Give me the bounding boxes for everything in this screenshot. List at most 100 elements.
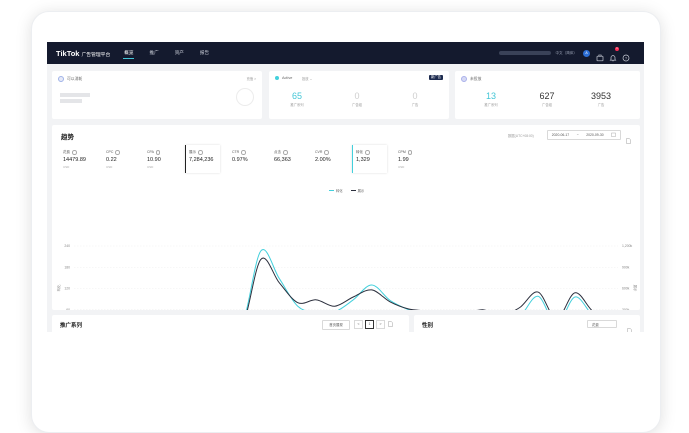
- stat-adgroups[interactable]: 0 广告组: [352, 91, 362, 107]
- calendar-icon: [611, 132, 616, 138]
- svg-text:?: ?: [625, 55, 628, 60]
- gender-panel: 性别 花费: [414, 315, 640, 332]
- bell-icon[interactable]: 1: [609, 47, 619, 62]
- metric-name: 点击: [274, 150, 288, 155]
- stat-adgroups-inactive[interactable]: 627 广告组: [539, 91, 555, 107]
- metric-unit: USD: [63, 165, 70, 169]
- metric-card[interactable]: CPC 0.22 USD: [103, 145, 137, 173]
- nav-item-reports[interactable]: 报告: [199, 50, 210, 55]
- topbar-actions: 中文（简体） A 1 ?: [499, 42, 635, 64]
- nav-item-campaign[interactable]: 推广: [149, 50, 159, 55]
- wallet-icon: [58, 76, 64, 82]
- nav-item-overview[interactable]: 概览: [123, 42, 135, 64]
- metric-select[interactable]: 花费: [587, 320, 617, 328]
- metric-card[interactable]: CVR 2.00%: [312, 145, 346, 173]
- trend-line-chart: 0060300k120600k180900k2401,200k转化展示2020-…: [56, 244, 638, 310]
- metric-card[interactable]: 点击 66,363: [271, 145, 305, 173]
- main-nav: 概览 推广 资产 报告: [123, 42, 225, 64]
- account-card-title: 可以消耗: [58, 76, 82, 82]
- account-balance-card: 可以消耗 充值 >: [52, 71, 262, 119]
- y-right-tick-label: 300k: [622, 308, 630, 310]
- dashboard-screen: TikTok 广告管理平台 概览 推广 资产 报告 中文（简体） A 1 ?: [47, 42, 644, 332]
- account-name-blurred[interactable]: [499, 51, 552, 55]
- stat-ads[interactable]: 0 广告: [411, 91, 419, 107]
- info-icon: [241, 150, 246, 155]
- active-status-dot: [275, 76, 279, 80]
- info-icon: [155, 150, 161, 155]
- metric-card[interactable]: 展示 7,284,236: [185, 145, 220, 173]
- stat-ads-inactive[interactable]: 3953 广告: [590, 91, 612, 107]
- info-icon: [72, 150, 77, 155]
- avatar[interactable]: A: [583, 49, 590, 57]
- trend-panel: 趋势 数据(UTC+08:00) 2020-06-17 ~ 2020-09-30…: [52, 125, 640, 310]
- download-icon[interactable]: [627, 321, 632, 332]
- download-icon[interactable]: [626, 131, 631, 144]
- status-filter-dropdown[interactable]: 投放 ⌄: [302, 77, 313, 81]
- balance-blurred: [60, 93, 90, 97]
- download-icon[interactable]: [387, 321, 394, 328]
- metric-card[interactable]: CPM 1.99 USD: [395, 145, 429, 173]
- metric-name: CPM: [398, 150, 413, 155]
- date-range-picker[interactable]: 2020-06-17 ~ 2020-09-30: [547, 130, 621, 140]
- stat-campaigns-inactive[interactable]: 13 推广系列: [484, 91, 498, 107]
- y-left-axis-label: 转化: [56, 284, 61, 291]
- gender-panel-title: 性别: [422, 323, 434, 329]
- y-left-tick-label: 180: [64, 265, 70, 269]
- info-icon: [324, 150, 329, 155]
- metric-card[interactable]: 花费 14479.89 USD: [60, 145, 94, 173]
- y-right-tick-label: 1,200k: [622, 244, 632, 248]
- create-ad-button[interactable]: 新广告: [429, 75, 443, 80]
- sort-dropdown[interactable]: 首页展现: [322, 320, 350, 330]
- series-line-impressions: [246, 257, 593, 310]
- metric-value: 1.99: [398, 157, 409, 163]
- y-left-tick-label: 60: [66, 308, 70, 310]
- pause-status-dot: [461, 76, 467, 82]
- stat-campaigns[interactable]: 65 推广系列: [290, 91, 304, 107]
- info-icon: [115, 150, 120, 155]
- metric-card[interactable]: CTR 0.97%: [229, 145, 263, 173]
- page-current[interactable]: 1: [365, 320, 374, 329]
- metric-name: CVR: [315, 150, 329, 155]
- top-navigation-bar: TikTok 广告管理平台 概览 推广 资产 报告 中文（简体） A 1 ?: [47, 42, 644, 64]
- briefcase-icon[interactable]: [596, 49, 604, 62]
- metric-card[interactable]: CPA 10.90 USD: [144, 145, 178, 173]
- campaign-status-card: Active 投放 ⌄ 新广告 65 推广系列 0 广告组 0 广告: [269, 71, 449, 119]
- metric-card[interactable]: 转化 1,329: [352, 145, 387, 173]
- metric-value: 0.22: [106, 157, 117, 163]
- metric-name: CPA: [147, 150, 161, 155]
- timezone-label: 数据(UTC+08:00): [508, 134, 534, 138]
- y-left-tick-label: 240: [64, 244, 70, 248]
- legend-item-impressions[interactable]: 展示: [350, 188, 364, 193]
- pagination: < 1 >: [354, 320, 396, 329]
- metric-value: 0.97%: [232, 157, 248, 163]
- metric-value: 14479.89: [63, 157, 86, 163]
- page-prev-button[interactable]: <: [354, 320, 363, 329]
- y-right-tick-label: 600k: [622, 287, 630, 291]
- metric-value: 2.00%: [315, 157, 331, 163]
- metric-name: CTR: [232, 150, 246, 155]
- notification-badge: 1: [615, 47, 619, 51]
- app-logo[interactable]: TikTok 广告管理平台: [56, 48, 111, 58]
- metric-name: 展示: [189, 150, 203, 155]
- info-icon: [198, 150, 203, 155]
- y-left-tick-label: 120: [64, 287, 70, 291]
- campaign-card-title: Active: [275, 76, 292, 80]
- page-next-button[interactable]: >: [376, 320, 385, 329]
- legend-item-conversions[interactable]: 转化: [329, 188, 343, 193]
- campaign-table-panel: 推广系列 首页展现 < 1 >: [52, 315, 409, 332]
- chart-legend: 转化 展示: [329, 188, 372, 193]
- trend-title: 趋势: [61, 134, 74, 141]
- date-end: 2020-09-30: [586, 133, 604, 137]
- metric-value: 66,363: [274, 157, 291, 163]
- info-icon: [283, 150, 288, 155]
- y-right-axis-label: 展示: [633, 285, 638, 292]
- metric-unit: USD: [106, 165, 113, 169]
- help-icon[interactable]: ?: [622, 49, 630, 62]
- not-delivering-title: 未投放: [461, 76, 481, 82]
- metric-value: 1,329: [356, 157, 370, 163]
- language-selector[interactable]: 中文（简体）: [555, 50, 577, 55]
- recharge-link[interactable]: 充值 >: [246, 77, 256, 81]
- nav-item-assets[interactable]: 资产: [174, 50, 184, 55]
- date-separator: ~: [576, 133, 579, 137]
- metric-unit: USD: [398, 165, 405, 169]
